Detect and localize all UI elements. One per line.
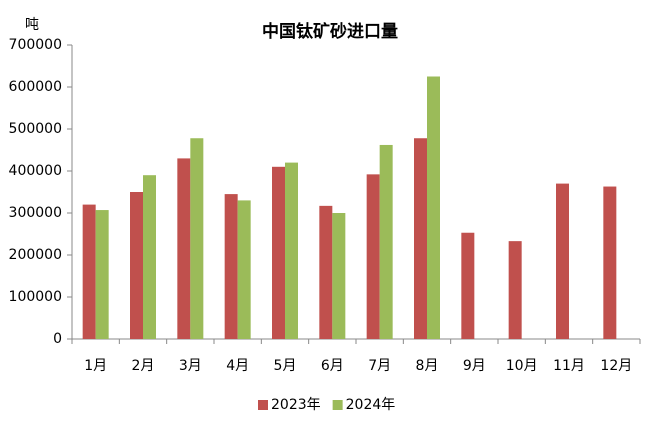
bar <box>414 138 427 339</box>
bar <box>224 194 238 339</box>
x-tick-label: 8月 <box>416 358 439 374</box>
bar <box>508 241 522 339</box>
x-tick-label: 6月 <box>321 358 344 374</box>
y-tick-label: 600000 <box>9 79 62 95</box>
bar <box>319 205 333 339</box>
bar <box>130 192 143 339</box>
y-tick-label: 500000 <box>9 121 62 137</box>
x-tick-label: 2月 <box>132 358 155 374</box>
y-tick-label: 700000 <box>9 37 62 53</box>
bar <box>603 186 617 339</box>
y-tick-label: 100000 <box>9 289 62 305</box>
x-tick-label: 3月 <box>179 358 202 374</box>
bar <box>143 175 156 339</box>
x-tick-label: 5月 <box>274 358 297 374</box>
legend-label: 2024年 <box>346 397 396 413</box>
bar <box>272 166 285 339</box>
y-tick-label: 400000 <box>9 163 62 179</box>
legend-swatch <box>258 400 268 410</box>
bar <box>190 138 204 339</box>
y-tick-label: 0 <box>53 331 62 347</box>
bar <box>332 213 346 339</box>
bar <box>285 162 298 339</box>
x-tick-label: 7月 <box>368 358 391 374</box>
bar <box>366 174 380 339</box>
x-tick-label: 11月 <box>553 358 585 374</box>
y-tick-label: 300000 <box>9 205 62 221</box>
x-tick-label: 9月 <box>463 358 486 374</box>
bar <box>95 210 109 339</box>
legend-label: 2023年 <box>271 397 321 413</box>
x-tick-label: 1月 <box>84 358 107 374</box>
bar <box>177 158 191 339</box>
bar <box>237 200 251 339</box>
x-tick-label: 12月 <box>600 358 632 374</box>
x-tick-label: 4月 <box>226 358 249 374</box>
bar <box>379 144 393 339</box>
chart-title: 中国钛矿砂进口量 <box>262 21 398 42</box>
bar <box>82 204 96 339</box>
y-axis-label: 吨 <box>25 17 39 33</box>
x-tick-label: 10月 <box>506 358 538 374</box>
bar <box>427 76 440 339</box>
bar <box>461 232 475 339</box>
bar <box>556 183 569 339</box>
y-tick-label: 200000 <box>9 247 62 263</box>
legend-swatch <box>332 400 343 410</box>
